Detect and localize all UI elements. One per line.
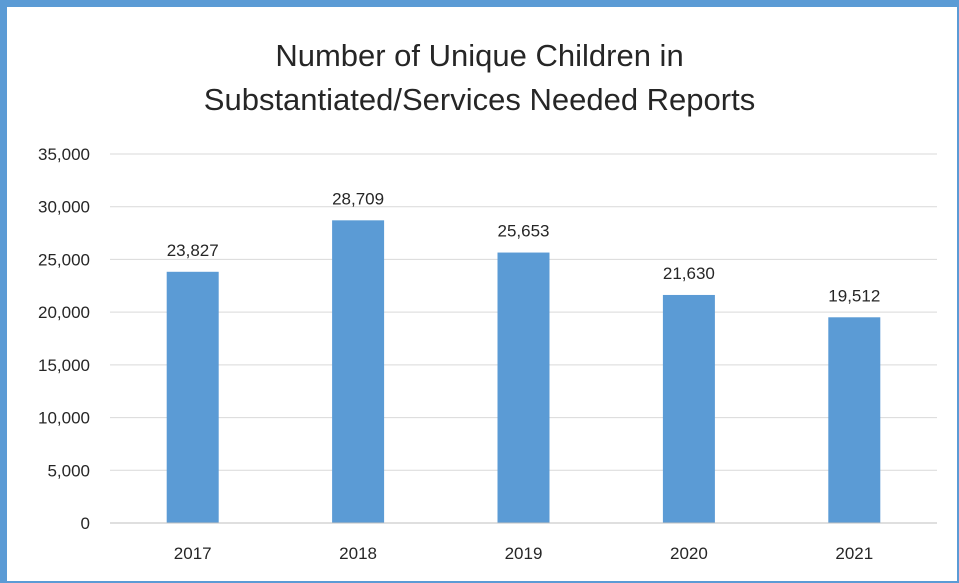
bar-2020 [662,294,715,523]
labels: 0 5,000 10,000 15,000 20,000 25,000 30,000 35,0… [38,145,880,563]
x-tick-label-2017: 2017 [174,544,212,563]
bar-2021 [828,317,881,523]
y-tick-label: 15,000 [38,356,90,375]
data-label-2021: 19,512 [828,286,880,305]
x-tick-label-2018: 2018 [339,544,377,563]
x-tick-label-2020: 2020 [670,544,708,563]
y-tick-label: 35,000 [38,145,90,164]
y-tick-label: 20,000 [38,303,90,322]
bar-2018 [332,220,385,523]
y-tick-label: 10,000 [38,409,90,428]
data-label-2017: 23,827 [167,241,219,260]
data-label-2020: 21,630 [663,264,715,283]
bar-2017 [166,271,219,523]
bar-2019 [497,252,550,524]
chart-title-line-1: Number of Unique Children in [275,38,684,73]
chart-title: Number of Unique Children in Substantiat… [0,34,959,122]
x-tick-label-2019: 2019 [505,544,543,563]
y-tick-label: 5,000 [47,461,90,480]
y-tick-label: 0 [81,514,90,533]
y-tick-label: 30,000 [38,198,90,217]
y-tick-label: 25,000 [38,250,90,269]
chart-title-line-2: Substantiated/Services Needed Reports [203,82,756,117]
bars [166,220,881,524]
x-tick-label-2021: 2021 [835,544,873,563]
data-label-2019: 25,653 [498,222,550,241]
data-label-2018: 28,709 [332,189,384,208]
